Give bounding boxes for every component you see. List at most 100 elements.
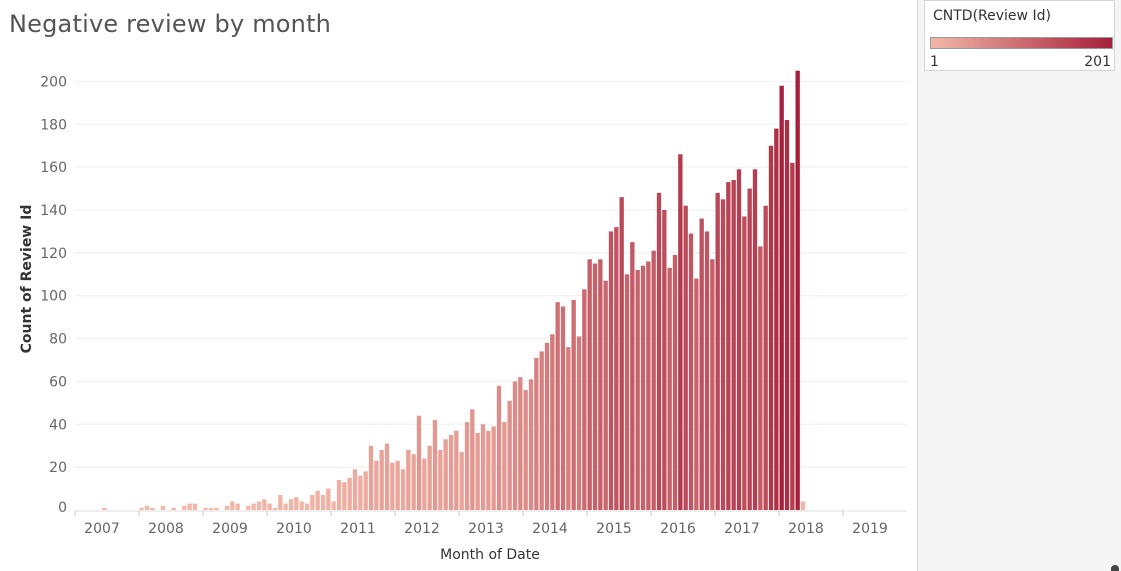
bar[interactable]: [432, 420, 438, 510]
bar[interactable]: [448, 435, 454, 510]
bar[interactable]: [214, 507, 219, 510]
bar[interactable]: [486, 430, 491, 510]
bar[interactable]: [656, 192, 662, 511]
bar[interactable]: [715, 192, 720, 511]
bar[interactable]: [731, 180, 736, 510]
bar[interactable]: [150, 507, 155, 510]
bar[interactable]: [139, 507, 144, 510]
bar[interactable]: [320, 495, 326, 510]
bar[interactable]: [571, 300, 576, 510]
bar[interactable]: [747, 188, 752, 510]
bar[interactable]: [555, 302, 560, 510]
bar[interactable]: [635, 270, 640, 510]
bar[interactable]: [144, 505, 150, 510]
bar[interactable]: [683, 205, 688, 510]
bar[interactable]: [800, 501, 806, 510]
resize-handle-icon[interactable]: [1111, 565, 1119, 571]
bar[interactable]: [592, 263, 598, 510]
bar[interactable]: [699, 218, 704, 510]
bar[interactable]: [582, 289, 587, 510]
bar[interactable]: [566, 347, 571, 510]
bar[interactable]: [390, 462, 395, 510]
bar[interactable]: [528, 379, 534, 510]
bar[interactable]: [416, 415, 422, 510]
bar[interactable]: [470, 409, 475, 510]
bar[interactable]: [598, 259, 603, 510]
bar[interactable]: [651, 250, 656, 510]
bar[interactable]: [384, 443, 390, 510]
bar[interactable]: [640, 265, 646, 510]
bar[interactable]: [192, 503, 198, 510]
bar[interactable]: [507, 400, 512, 510]
bar[interactable]: [779, 85, 784, 511]
bar[interactable]: [475, 432, 480, 510]
bar[interactable]: [624, 274, 630, 510]
bar[interactable]: [672, 255, 678, 510]
bar[interactable]: [608, 231, 614, 510]
bar[interactable]: [395, 460, 400, 510]
bar[interactable]: [704, 231, 710, 510]
bar[interactable]: [438, 450, 443, 510]
bar[interactable]: [379, 450, 384, 510]
bar[interactable]: [480, 424, 486, 510]
bar[interactable]: [331, 501, 336, 510]
bar[interactable]: [182, 505, 187, 510]
bar[interactable]: [726, 182, 731, 510]
bar[interactable]: [710, 259, 715, 510]
bar[interactable]: [171, 507, 176, 510]
bar[interactable]: [160, 505, 166, 510]
bar[interactable]: [358, 475, 363, 510]
bar[interactable]: [224, 505, 230, 510]
bar[interactable]: [342, 482, 347, 510]
bar[interactable]: [587, 259, 592, 510]
bar[interactable]: [454, 430, 459, 510]
bar[interactable]: [272, 507, 278, 510]
bar[interactable]: [400, 469, 406, 510]
bar[interactable]: [102, 507, 107, 510]
bar[interactable]: [310, 495, 315, 510]
bar[interactable]: [304, 503, 310, 510]
bar[interactable]: [534, 357, 539, 510]
bar[interactable]: [288, 499, 294, 510]
bar[interactable]: [262, 499, 267, 510]
bar[interactable]: [230, 501, 235, 510]
bar[interactable]: [662, 210, 667, 510]
bar[interactable]: [294, 497, 299, 510]
bar[interactable]: [406, 450, 411, 510]
bar[interactable]: [326, 488, 331, 510]
bar[interactable]: [603, 280, 608, 510]
bar[interactable]: [614, 227, 619, 510]
bar[interactable]: [619, 197, 624, 510]
bar[interactable]: [208, 507, 214, 510]
bar[interactable]: [267, 503, 272, 510]
bar[interactable]: [315, 490, 320, 510]
bar[interactable]: [790, 162, 795, 511]
bar[interactable]: [246, 505, 251, 510]
bar[interactable]: [491, 426, 496, 510]
bar[interactable]: [736, 169, 742, 511]
bar[interactable]: [550, 334, 555, 510]
bar[interactable]: [667, 267, 672, 510]
bar[interactable]: [459, 452, 464, 510]
bar[interactable]: [299, 501, 304, 510]
bar[interactable]: [768, 145, 774, 510]
bar[interactable]: [560, 306, 566, 510]
bar[interactable]: [742, 216, 747, 510]
bar[interactable]: [758, 246, 763, 510]
bar[interactable]: [774, 128, 779, 510]
bar[interactable]: [544, 342, 550, 510]
bar[interactable]: [278, 495, 283, 510]
bar[interactable]: [368, 445, 374, 510]
bar[interactable]: [235, 503, 240, 510]
bar[interactable]: [512, 381, 518, 510]
bar[interactable]: [539, 351, 544, 510]
bar[interactable]: [752, 169, 758, 511]
bar[interactable]: [518, 377, 523, 510]
bar[interactable]: [336, 480, 342, 510]
bar[interactable]: [720, 199, 726, 511]
bar[interactable]: [411, 454, 416, 510]
bar[interactable]: [283, 503, 288, 510]
bar[interactable]: [784, 120, 790, 510]
bar[interactable]: [576, 336, 582, 510]
bar[interactable]: [688, 233, 694, 510]
